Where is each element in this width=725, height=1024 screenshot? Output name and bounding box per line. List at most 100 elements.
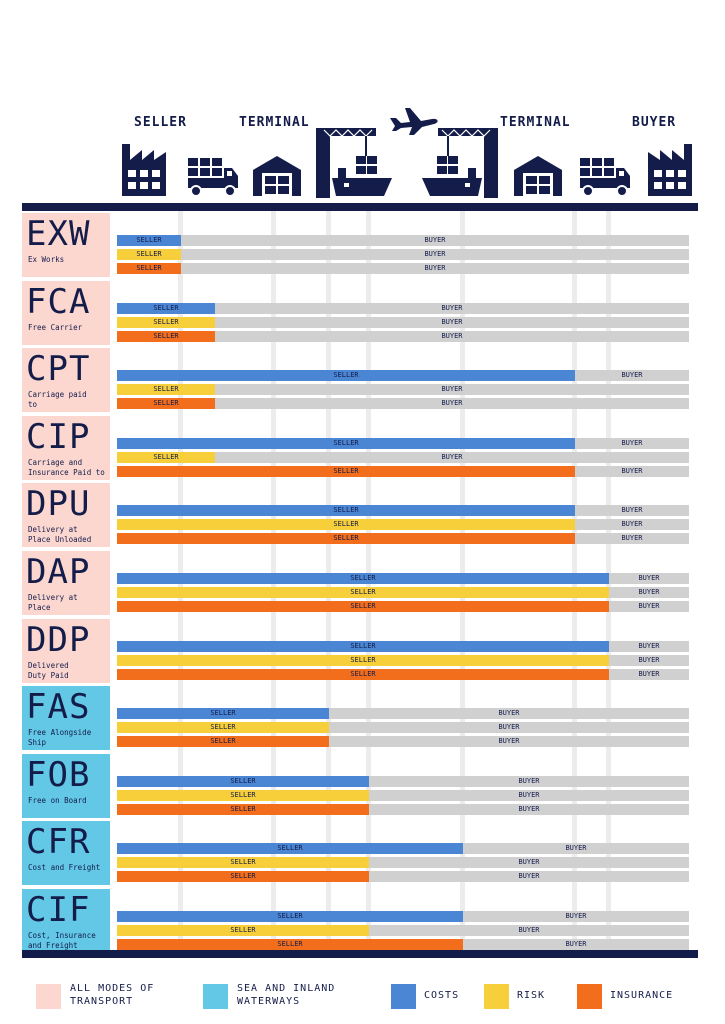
buyer-label: BUYER xyxy=(638,670,660,678)
buyer-label: BUYER xyxy=(621,520,643,528)
buyer-label: BUYER xyxy=(565,844,587,852)
costs-buyer-bar: BUYER xyxy=(329,708,689,719)
risk-buyer-bar: BUYER xyxy=(329,722,689,733)
insurance-buyer-bar: BUYER xyxy=(463,939,689,950)
buyer-label: BUYER xyxy=(518,926,540,934)
costs-buyer-bar: BUYER xyxy=(609,573,689,584)
costs-buyer-bar: BUYER xyxy=(609,641,689,652)
term-code: DAP xyxy=(26,552,91,592)
term-name: Cost, Insurance and Freight xyxy=(28,931,96,950)
risk-buyer-bar: BUYER xyxy=(215,384,689,395)
term-cfr: CFR Cost and Freight xyxy=(22,821,110,885)
risk-buyer-bar: BUYER xyxy=(609,587,689,598)
seller-label: SELLER xyxy=(277,940,303,948)
seller-label: SELLER xyxy=(153,453,179,461)
seller-label: SELLER xyxy=(230,858,256,866)
seller-label: SELLER xyxy=(350,670,376,678)
term-code: EXW xyxy=(26,214,91,254)
seller-label: SELLER xyxy=(230,791,256,799)
buyer-label: BUYER xyxy=(518,858,540,866)
risk-seller-bar: SELLER xyxy=(117,857,369,868)
buyer-label: BUYER xyxy=(518,805,540,813)
seller-label: SELLER xyxy=(136,264,162,272)
column-label-buyer: BUYER xyxy=(632,115,677,130)
legend-label-all-modes: ALL MODES OF TRANSPORT xyxy=(70,983,155,1007)
buyer-label: BUYER xyxy=(498,723,520,731)
legend-label-sea: SEA AND INLAND WATERWAYS xyxy=(237,983,336,1007)
term-cip: CIP Carriage and Insurance Paid to xyxy=(22,416,110,480)
buyer-label: BUYER xyxy=(441,399,463,407)
insurance-seller-bar: SELLER xyxy=(117,331,215,342)
insurance-seller-bar: SELLER xyxy=(117,533,575,544)
seller-label: SELLER xyxy=(210,709,236,717)
buyer-label: BUYER xyxy=(424,250,446,258)
crane-ship-icon xyxy=(316,128,392,198)
seller-label: SELLER xyxy=(230,805,256,813)
risk-seller-bar: SELLER xyxy=(117,384,215,395)
term-name: Cost and Freight xyxy=(28,863,101,872)
costs-seller-bar: SELLER xyxy=(117,911,463,922)
buyer-label: BUYER xyxy=(441,318,463,326)
risk-buyer-bar: BUYER xyxy=(369,925,689,936)
legend-swatch-costs xyxy=(391,984,416,1009)
buyer-label: BUYER xyxy=(638,602,660,610)
risk-buyer-bar: BUYER xyxy=(575,519,689,530)
seller-label: SELLER xyxy=(350,656,376,664)
seller-label: SELLER xyxy=(277,844,303,852)
risk-seller-bar: SELLER xyxy=(117,790,369,801)
insurance-seller-bar: SELLER xyxy=(117,939,463,950)
buyer-label: BUYER xyxy=(638,574,660,582)
insurance-buyer-bar: BUYER xyxy=(329,736,689,747)
buyer-label: BUYER xyxy=(621,467,643,475)
costs-seller-bar: SELLER xyxy=(117,843,463,854)
column-label-seller: SELLER xyxy=(134,115,187,130)
top-rule xyxy=(22,203,698,211)
term-dpu: DPU Delivery at Place Unloaded xyxy=(22,483,110,547)
buyer-label: BUYER xyxy=(518,872,540,880)
column-label-terminal-destination: TERMINAL xyxy=(500,115,571,130)
legend-label-costs: COSTS xyxy=(424,990,460,1001)
term-name: Delivery at Place Unloaded xyxy=(28,525,92,544)
insurance-buyer-bar: BUYER xyxy=(575,466,689,477)
legend-swatch-all-modes xyxy=(36,984,61,1009)
header: SELLER TERMINAL TERMINAL BUYER xyxy=(0,0,725,205)
term-code: FCA xyxy=(26,282,91,322)
insurance-buyer-bar: BUYER xyxy=(575,533,689,544)
buyer-label: BUYER xyxy=(518,791,540,799)
seller-label: SELLER xyxy=(153,318,179,326)
risk-buyer-bar: BUYER xyxy=(369,857,689,868)
plane-icon xyxy=(390,108,438,135)
buyer-label: BUYER xyxy=(621,534,643,542)
term-exw: EXW Ex Works xyxy=(22,213,110,277)
buyer-label: BUYER xyxy=(638,588,660,596)
term-code: CIF xyxy=(26,890,91,930)
buyer-label: BUYER xyxy=(638,642,660,650)
risk-seller-bar: SELLER xyxy=(117,722,329,733)
risk-seller-bar: SELLER xyxy=(117,452,215,463)
seller-label: SELLER xyxy=(230,926,256,934)
buyer-label: BUYER xyxy=(424,264,446,272)
seller-label: SELLER xyxy=(277,912,303,920)
buyer-label: BUYER xyxy=(565,912,587,920)
bottom-rule xyxy=(22,950,698,958)
buyer-label: BUYER xyxy=(498,737,520,745)
risk-seller-bar: SELLER xyxy=(117,519,575,530)
costs-seller-bar: SELLER xyxy=(117,641,609,652)
costs-seller-bar: SELLER xyxy=(117,438,575,449)
term-dap: DAP Delivery at Place xyxy=(22,551,110,615)
term-code: CIP xyxy=(26,417,91,457)
risk-buyer-bar: BUYER xyxy=(215,317,689,328)
insurance-buyer-bar: BUYER xyxy=(609,601,689,612)
insurance-buyer-bar: BUYER xyxy=(609,669,689,680)
term-fas: FAS Free Alongside Ship xyxy=(22,686,110,750)
term-code: DPU xyxy=(26,484,91,524)
buyer-label: BUYER xyxy=(638,656,660,664)
term-ddp: DDP Delivered Duty Paid xyxy=(22,619,110,683)
risk-buyer-bar: BUYER xyxy=(369,790,689,801)
term-name: Delivered Duty Paid xyxy=(28,661,69,680)
insurance-seller-bar: SELLER xyxy=(117,669,609,680)
costs-buyer-bar: BUYER xyxy=(575,438,689,449)
seller-label: SELLER xyxy=(333,371,359,379)
costs-buyer-bar: BUYER xyxy=(463,843,689,854)
term-name: Free Alongside Ship xyxy=(28,728,92,747)
